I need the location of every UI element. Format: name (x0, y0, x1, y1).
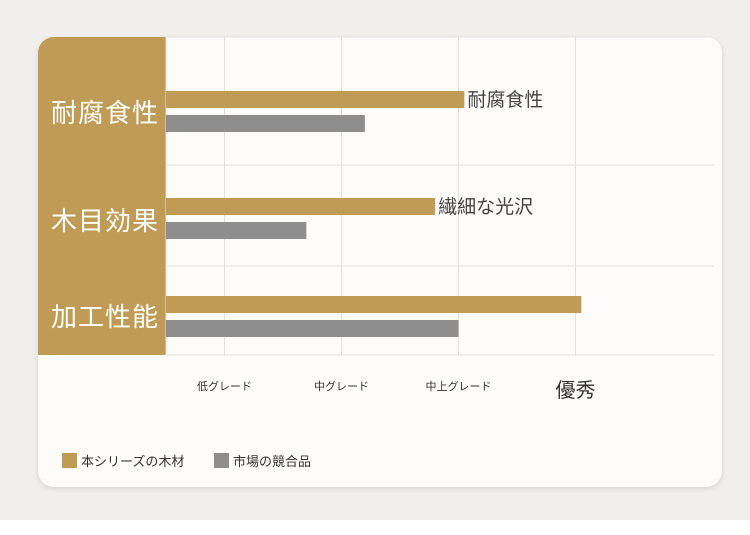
legend-label-0: 本シリーズの木材 (81, 454, 185, 470)
bar-0-0 (166, 91, 465, 108)
legend-item-1: 市場の競合品 (214, 451, 312, 470)
x-tick-label-3: 優秀 (556, 378, 596, 402)
category-label-1: 木目効果 (51, 207, 160, 237)
category-label-column: 耐腐食性 木目効果 加工性能 (38, 37, 166, 355)
legend-swatch-0 (62, 452, 77, 468)
legend-swatch-1 (214, 452, 229, 468)
bar-1-0 (166, 115, 365, 132)
category-label-2: 加工性能 (51, 303, 160, 333)
page-bottom-strip (0, 520, 750, 535)
bar-0-2 (166, 296, 582, 313)
chart-card: 耐腐食性 木目効果 加工性能 耐腐食性繊細な光沢低グレード 中グレード 中上グレード… (38, 37, 722, 487)
x-tick-label-1: 中グレード (314, 379, 369, 393)
bar-0-1 (166, 198, 436, 215)
legend-label-1: 市場の競合品 (233, 454, 312, 470)
bar-annotation-1: 繊細な光沢 (438, 196, 533, 218)
x-tick-label-2: 中上グレード (426, 379, 492, 393)
bar-1-1 (166, 222, 307, 239)
legend-item-0: 本シリーズの木材 (62, 451, 185, 470)
x-tick-label-0: 低グレード (197, 379, 252, 393)
bar-annotation-0: 耐腐食性 (467, 89, 543, 111)
category-label-0: 耐腐食性 (51, 99, 160, 129)
bar-1-2 (166, 320, 459, 337)
